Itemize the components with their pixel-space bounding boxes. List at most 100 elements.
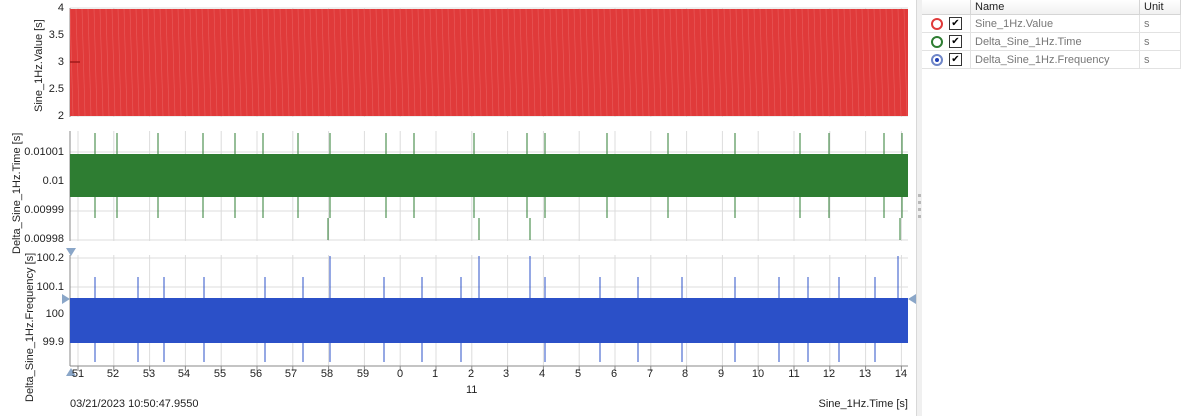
- sine-signal-stroke: [399, 8, 404, 117]
- sine-signal-stroke: [267, 8, 272, 117]
- sine-signal-stroke: [801, 8, 806, 117]
- sine-signal-stroke: [753, 8, 758, 117]
- sine-signal-stroke: [255, 8, 260, 117]
- sine-signal-stroke: [261, 8, 266, 117]
- delta-frequency-signal-band: [70, 298, 908, 343]
- delta-time-y-axis-label: Delta_Sine_1Hz.Time [s]: [11, 132, 23, 254]
- delta-time-y-tick: 0.01: [42, 175, 64, 187]
- sine-signal-stroke: [645, 8, 650, 117]
- sine-signal-stroke: [297, 8, 302, 117]
- visibility-checkbox[interactable]: ✔: [949, 35, 962, 48]
- sine-signal-stroke: [81, 8, 86, 117]
- sine-signal-stroke: [393, 8, 398, 117]
- x-tick: 51: [71, 368, 85, 380]
- sine-signal-stroke: [783, 8, 788, 117]
- delta-frequency-y-tick: 100.1: [36, 281, 64, 293]
- legend-signal-unit: s: [1139, 32, 1181, 51]
- x-tick: 52: [106, 368, 120, 380]
- sine-signal-stroke: [525, 8, 530, 117]
- sine-signal-stroke: [747, 8, 752, 117]
- sine-signal-stroke: [351, 8, 356, 117]
- sine-signal-stroke: [705, 8, 710, 117]
- sine-signal-stroke: [147, 8, 152, 117]
- sine-signal-stroke: [93, 8, 98, 117]
- sine-signal-stroke: [225, 8, 230, 117]
- sine-signal-stroke: [621, 8, 626, 117]
- sine-signal-stroke: [885, 8, 890, 117]
- sine-signal-stroke: [141, 8, 146, 117]
- sine-signal-stroke: [447, 8, 452, 117]
- sine-y-tick: 2.5: [48, 83, 64, 95]
- sine-signal-stroke: [273, 8, 278, 117]
- sine-signal-stroke: [135, 8, 140, 117]
- sine-signal-stroke: [177, 8, 182, 117]
- sine-signal-stroke: [99, 8, 104, 117]
- sine-signal-stroke: [363, 8, 368, 117]
- signal-legend-table[interactable]: Name Unit ✔ Sine_1Hz.Value s: [922, 0, 1181, 416]
- visibility-checkbox[interactable]: ✔: [949, 17, 962, 30]
- sine-signal-stroke: [429, 8, 434, 117]
- sine-signal-stroke: [279, 8, 284, 117]
- x-tick: 4: [538, 368, 546, 380]
- plot-area[interactable]: Sine_1Hz.Value [s] Delta_Sine_1Hz.Time […: [0, 0, 916, 416]
- delta-time-y-tick: 0.01001: [24, 146, 64, 158]
- legend-signal-name: Delta_Sine_1Hz.Time: [970, 32, 1140, 51]
- legend-row-sine[interactable]: ✔ Sine_1Hz.Value s: [922, 14, 1181, 33]
- splitter-grip-dot: [918, 201, 921, 204]
- sine-signal-stroke: [105, 8, 110, 117]
- sine-signal-stroke: [849, 8, 854, 117]
- legend-row-delta-time[interactable]: ✔ Delta_Sine_1Hz.Time s: [922, 32, 1181, 51]
- visibility-checkbox[interactable]: ✔: [949, 53, 962, 66]
- sine-signal-stroke: [693, 8, 698, 117]
- x-tick: 9: [717, 368, 725, 380]
- sine-signal-stroke: [657, 8, 662, 117]
- x-tick: 54: [177, 368, 191, 380]
- legend-row-delta-frequency[interactable]: ✔ Delta_Sine_1Hz.Frequency s: [922, 50, 1181, 69]
- sine-signal-stroke: [315, 8, 320, 117]
- sine-signal-stroke: [639, 8, 644, 117]
- sine-signal-stroke: [549, 8, 554, 117]
- sine-signal-stroke: [897, 8, 902, 117]
- sine-signal-stroke: [237, 8, 242, 117]
- legend-signal-name: Delta_Sine_1Hz.Frequency: [970, 50, 1140, 69]
- sine-signal-stroke: [327, 8, 332, 117]
- circle-outline-icon[interactable]: [931, 17, 943, 30]
- sine-signal-stroke: [183, 8, 188, 117]
- sine-signal-stroke: [435, 8, 440, 117]
- cursor-marker-icon: [908, 294, 916, 304]
- circle-outline-icon[interactable]: [931, 35, 943, 48]
- x-tick: 0: [396, 368, 404, 380]
- delta-time-y-tick: 0.00999: [24, 204, 64, 216]
- sine-signal-stroke: [213, 8, 218, 117]
- sine-signal-stroke: [675, 8, 680, 117]
- plot-canvas[interactable]: [0, 0, 916, 416]
- x-tick: 14: [894, 368, 908, 380]
- x-tick: 53: [142, 368, 156, 380]
- legend-name-header[interactable]: Name: [970, 0, 1140, 15]
- circle-dot-icon[interactable]: [931, 53, 943, 66]
- sine-signal-stroke: [387, 8, 392, 117]
- sine-signal-stroke: [483, 8, 488, 117]
- x-tick: 58: [320, 368, 334, 380]
- cursor-marker-icon: [66, 368, 76, 376]
- sine-signal-stroke: [795, 8, 800, 117]
- sine-signal-stroke: [513, 8, 518, 117]
- x-axis-minute-label: 11: [466, 384, 478, 396]
- x-tick: 7: [646, 368, 654, 380]
- sine-signal-stroke: [381, 8, 386, 117]
- sine-signal-stroke: [771, 8, 776, 117]
- sine-signal-stroke: [735, 8, 740, 117]
- sine-signal-stroke: [861, 8, 866, 117]
- sine-signal-stroke: [891, 8, 896, 117]
- delta-frequency-y-tick: 99.9: [42, 336, 64, 348]
- sine-signal-stroke: [831, 8, 836, 117]
- sine-signal-stroke: [879, 8, 884, 117]
- x-tick: 5: [574, 368, 582, 380]
- delta-time-signal-band: [70, 154, 908, 197]
- sine-signal-stroke: [195, 8, 200, 117]
- delta-frequency-y-tick: 100: [45, 308, 64, 320]
- legend-unit-header[interactable]: Unit: [1139, 0, 1181, 15]
- sine-signal-stroke: [777, 8, 782, 117]
- sine-signal-stroke: [417, 8, 422, 117]
- splitter-grip-dot: [918, 215, 921, 218]
